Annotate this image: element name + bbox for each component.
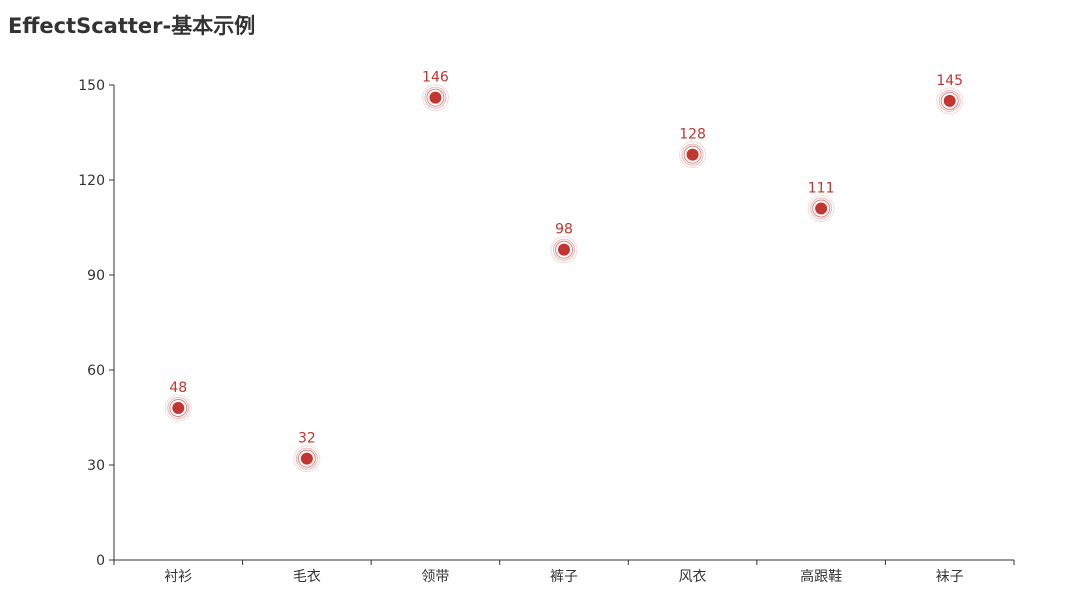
ripple-ring: [426, 88, 445, 107]
chart-title: EffectScatter-基本示例: [8, 14, 256, 38]
data-point[interactable]: 145: [936, 73, 964, 115]
data-label: 145: [936, 73, 963, 89]
x-tick-label: 裤子: [550, 569, 578, 585]
ripple-ring: [421, 84, 449, 112]
ripple-ring: [940, 91, 959, 110]
data-point[interactable]: 98: [550, 222, 578, 264]
ripple-ring: [807, 195, 835, 222]
ripple-ring: [681, 143, 704, 166]
data-label: 32: [298, 431, 316, 447]
x-tick-label: 袜子: [936, 569, 964, 585]
point-marker: [172, 402, 185, 414]
point-marker: [815, 202, 828, 215]
ripple-ring: [424, 86, 447, 109]
x-tick-label: 领带: [421, 569, 449, 585]
ripple-ring: [679, 141, 707, 169]
data-point[interactable]: 32: [293, 431, 321, 473]
point-marker: [558, 243, 570, 256]
ripple-ring: [553, 238, 575, 261]
point-marker: [943, 94, 956, 107]
ripple-ring: [812, 199, 831, 218]
data-point[interactable]: 111: [807, 181, 835, 222]
data-label: 128: [679, 127, 706, 143]
data-points: 48 32 146 98 128 111 145: [164, 70, 964, 473]
y-tick-label: 150: [78, 78, 105, 94]
data-point[interactable]: 146: [421, 70, 449, 112]
data-label: 111: [808, 181, 835, 197]
ripple-ring: [938, 89, 961, 112]
data-label: 98: [555, 222, 573, 238]
x-tick-label: 风衣: [679, 569, 707, 585]
y-tick-label: 0: [96, 553, 105, 569]
ripple-ring: [167, 397, 190, 419]
x-tick-label: 衬衫: [164, 569, 192, 585]
ripple-ring: [550, 236, 578, 264]
ripple-ring: [164, 394, 192, 422]
ripple-ring: [297, 449, 316, 468]
ripple-ring: [683, 145, 702, 164]
ripple-ring: [295, 447, 318, 470]
ripple-ring: [293, 445, 321, 473]
point-marker: [686, 148, 699, 161]
data-point[interactable]: 128: [679, 127, 707, 169]
y-tick-label: 30: [87, 458, 105, 474]
y-tick-label: 60: [87, 363, 105, 379]
x-tick-label: 高跟鞋: [800, 568, 842, 585]
y-tick-label: 120: [78, 173, 105, 189]
point-marker: [300, 452, 313, 465]
x-tick-label: 毛衣: [293, 569, 321, 585]
point-marker: [429, 91, 442, 104]
data-label: 48: [169, 380, 187, 396]
ripple-ring: [555, 240, 573, 259]
data-point[interactable]: 48: [164, 380, 192, 422]
y-tick-label: 90: [87, 268, 105, 284]
ripple-ring: [169, 399, 188, 417]
ripple-ring: [810, 197, 833, 220]
ripple-ring: [936, 87, 964, 115]
data-label: 146: [422, 70, 449, 86]
y-axis: 0 30 60 90 120 150: [78, 78, 115, 569]
x-axis: 衬衫 毛衣 领带 裤子 风衣 高跟鞋 袜子: [113, 559, 1015, 585]
